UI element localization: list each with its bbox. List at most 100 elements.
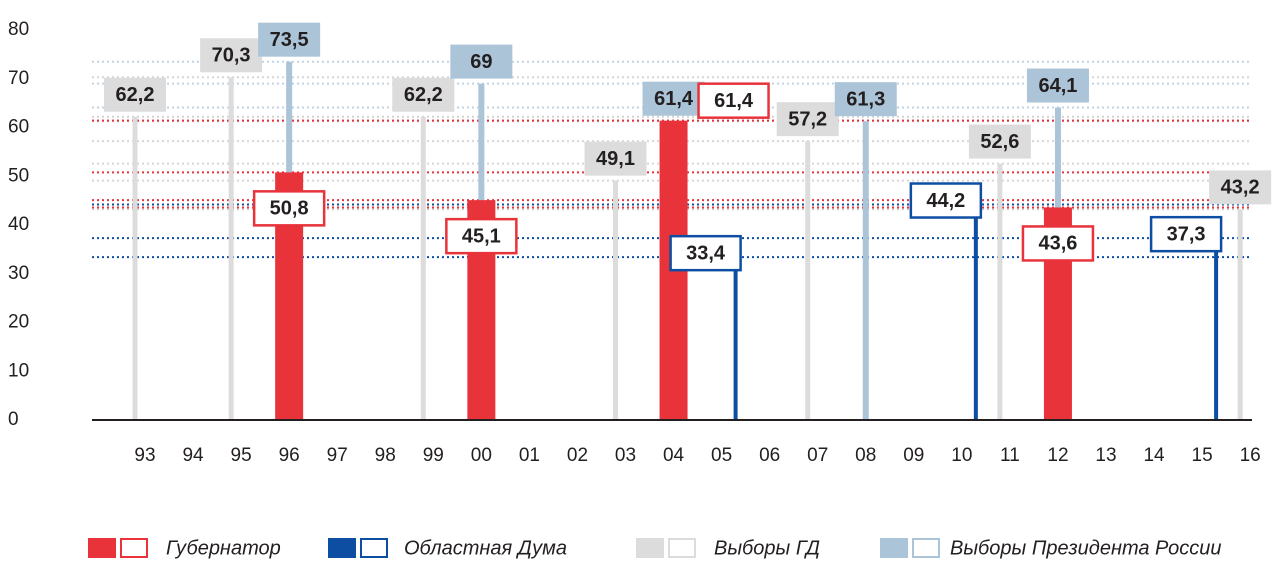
legend-label: Выборы Президента России [950, 537, 1222, 559]
value-label-text: 64,1 [1038, 75, 1077, 97]
bar [420, 116, 426, 421]
value-label-text: 45,1 [462, 225, 501, 247]
label-box [252, 190, 326, 227]
value-label: 69 [450, 44, 513, 79]
legend-label: Выборы ГД [714, 537, 820, 559]
x-tick-label: 97 [327, 445, 348, 466]
bar [973, 204, 978, 420]
value-label-text: 69 [470, 51, 492, 73]
label-box [1026, 68, 1089, 103]
legend-item: Областная Дума [328, 537, 567, 559]
x-tick-label: 10 [951, 445, 972, 466]
value-label: 62,2 [392, 77, 455, 112]
x-tick-label: 12 [1047, 445, 1068, 466]
x-tick-label: 08 [855, 445, 876, 466]
x-tick-label: 16 [1240, 445, 1261, 466]
legend-label: Губернатор [166, 537, 281, 559]
value-label: 43,6 [1021, 225, 1095, 262]
x-tick-label: 09 [903, 445, 924, 466]
y-tick-label: 80 [8, 19, 29, 40]
bar [228, 77, 234, 420]
value-label: 61,3 [834, 82, 897, 117]
label-box [776, 102, 839, 137]
legend-swatch [328, 538, 356, 558]
value-label-text: 43,6 [1038, 233, 1077, 255]
x-tick-label: 05 [711, 445, 732, 466]
y-tick-label: 10 [8, 360, 29, 381]
x-tick-label: 03 [615, 445, 636, 466]
value-label: 70,3 [200, 38, 263, 73]
legend-swatch [636, 538, 664, 558]
x-tick-label: 99 [423, 445, 444, 466]
legend-swatch [880, 538, 908, 558]
value-label-text: 44,2 [926, 190, 965, 212]
x-tick-label: 01 [519, 445, 540, 466]
legend-label: Областная Дума [404, 537, 567, 559]
label-box [584, 141, 647, 176]
x-tick-label: 96 [279, 445, 300, 466]
value-label-text: 33,4 [686, 242, 726, 264]
bar [613, 180, 618, 420]
x-tick-label: 06 [759, 445, 780, 466]
x-tick-label: 00 [471, 445, 492, 466]
value-label-text: 49,1 [596, 148, 635, 170]
y-tick-label: 50 [8, 165, 29, 186]
value-label: 44,2 [909, 182, 983, 219]
label-box [258, 22, 321, 57]
bar [1237, 209, 1243, 420]
bar [805, 141, 811, 420]
label-box [968, 124, 1031, 159]
label-box [669, 234, 742, 272]
x-tick-label: 98 [375, 445, 396, 466]
value-label: 43,2 [1209, 170, 1272, 205]
x-tick-label: 94 [182, 445, 204, 466]
label-box [642, 81, 705, 116]
value-label: 50,8 [252, 190, 326, 227]
y-tick-label: 40 [8, 214, 29, 235]
y-tick-label: 0 [8, 409, 19, 430]
x-tick-label: 07 [807, 445, 828, 466]
y-tick-label: 60 [8, 117, 29, 138]
value-label: 57,2 [776, 102, 839, 137]
value-label-text: 73,5 [270, 29, 309, 51]
bar [733, 257, 738, 420]
labels: 62,2 70,3 62,2 49,1 57,2 52,6 43,2 73,5 69 61,4 61… [104, 22, 1272, 272]
value-label: 61,4 [697, 82, 770, 119]
label-box [200, 38, 263, 73]
bar [132, 116, 138, 421]
x-tick-label: 04 [663, 445, 685, 466]
value-label: 73,5 [258, 22, 321, 57]
label-box [697, 82, 770, 119]
legend-swatch-outline [120, 538, 148, 558]
x-tick-label: 13 [1095, 445, 1116, 466]
legend-item: Губернатор [88, 537, 281, 559]
label-box [392, 77, 455, 112]
value-label: 33,4 [669, 234, 742, 272]
label-box [909, 182, 983, 219]
x-tick-label: 15 [1192, 445, 1213, 466]
value-label-text: 52,6 [980, 131, 1019, 153]
x-tick-label: 11 [1000, 445, 1020, 466]
y-tick-label: 30 [8, 263, 29, 284]
y-tick-label: 70 [8, 68, 29, 89]
value-label-text: 62,2 [404, 84, 443, 106]
label-box [834, 82, 897, 117]
label-box [445, 217, 518, 255]
value-label-text: 70,3 [212, 45, 251, 67]
x-tick-label: 02 [567, 445, 588, 466]
legend-item: Выборы ГД [636, 537, 820, 559]
value-label: 64,1 [1026, 68, 1089, 103]
legend-swatch-outline [668, 538, 696, 558]
value-label-text: 61,4 [654, 88, 694, 110]
value-label-text: 50,8 [270, 198, 309, 220]
label-box [1149, 215, 1223, 253]
value-label: 62,2 [104, 77, 166, 112]
legend-swatch-outline [360, 538, 388, 558]
label-box [1021, 225, 1095, 262]
legend-swatch-outline [912, 538, 940, 558]
marks [92, 61, 1252, 421]
label-box [450, 44, 513, 79]
bar [862, 121, 869, 420]
label-box [1209, 170, 1272, 205]
